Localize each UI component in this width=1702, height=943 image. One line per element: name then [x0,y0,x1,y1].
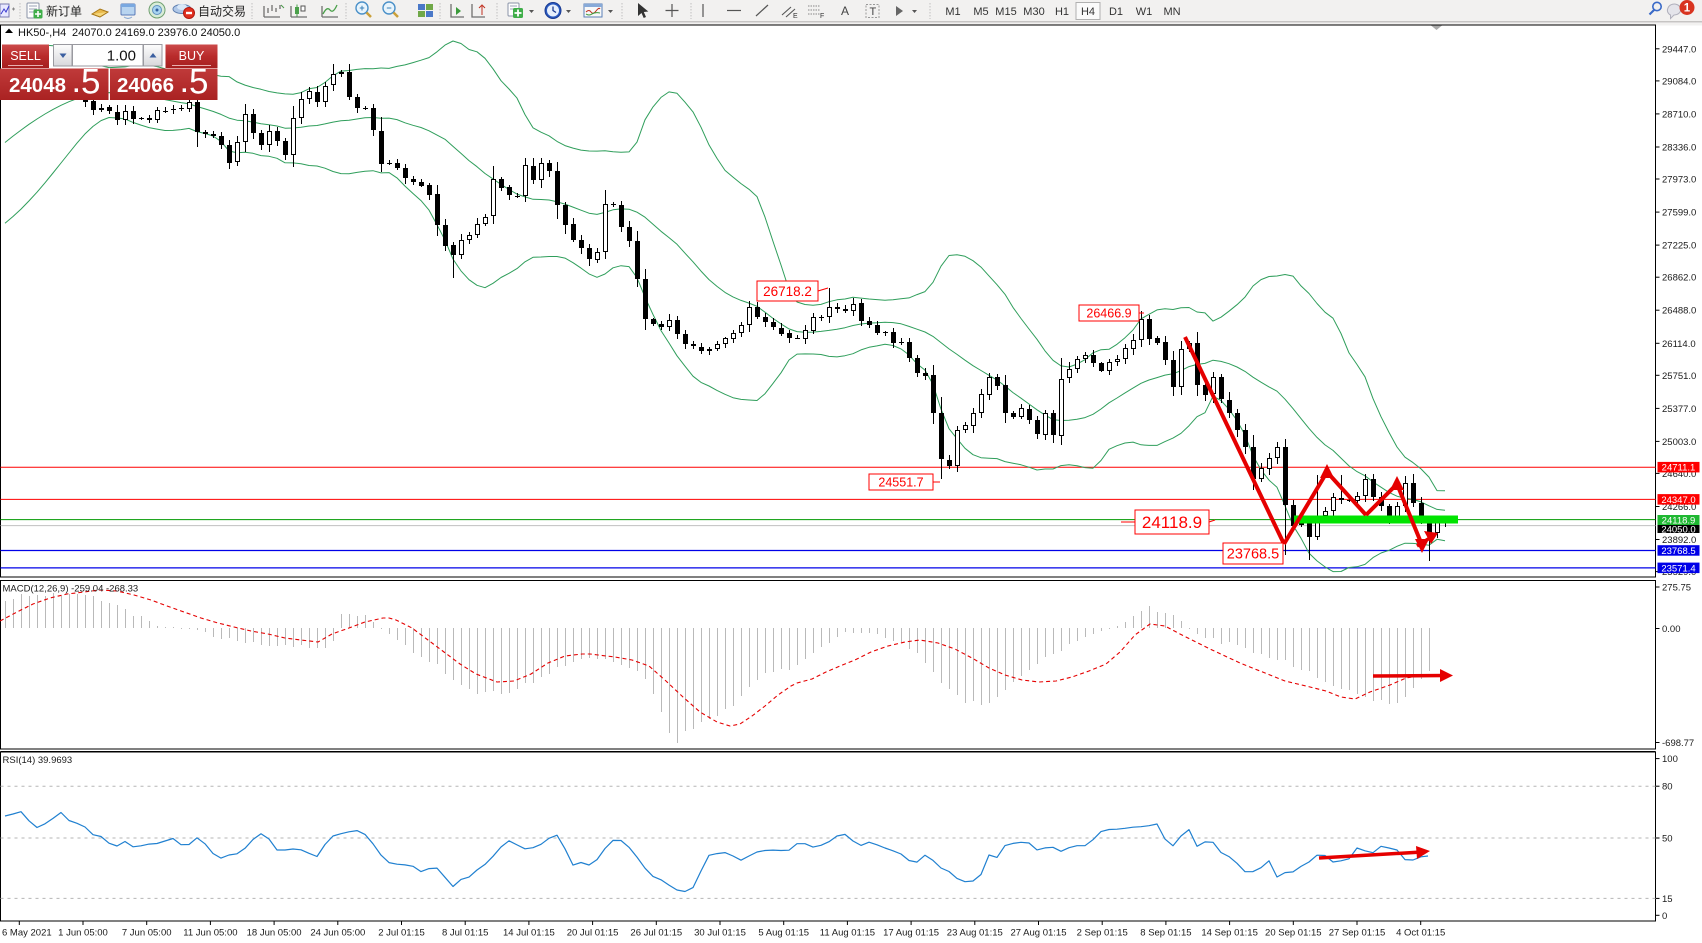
svg-text:28336.0: 28336.0 [1662,143,1696,154]
svg-text:23768.5: 23768.5 [1661,546,1695,557]
svg-text:8 Sep 01:15: 8 Sep 01:15 [1140,928,1191,939]
svg-text:27599.0: 27599.0 [1662,208,1696,219]
svg-text:25377.0: 25377.0 [1662,404,1696,415]
svg-text:11 Aug 01:15: 11 Aug 01:15 [820,928,875,939]
svg-text:14 Sep 01:15: 14 Sep 01:15 [1201,928,1258,939]
svg-text:23 Aug 01:15: 23 Aug 01:15 [947,928,1003,939]
svg-text:T: T [870,6,877,18]
svg-text:23892.0: 23892.0 [1662,535,1696,546]
svg-text:11 Jun 05:00: 11 Jun 05:00 [183,928,237,939]
svg-text:W1: W1 [1136,6,1153,18]
svg-text:15: 15 [1662,894,1673,905]
svg-text:24118.9: 24118.9 [1662,516,1696,527]
svg-text:M30: M30 [1023,6,1044,18]
svg-text:E: E [793,13,798,20]
svg-text:26466.9: 26466.9 [1086,307,1131,321]
svg-text:26718.2: 26718.2 [763,284,812,299]
svg-text:MN: MN [1163,6,1180,18]
svg-text:30 Jul 01:15: 30 Jul 01:15 [694,928,746,939]
svg-text:1.00: 1.00 [107,48,136,65]
svg-text:27 Sep 01:15: 27 Sep 01:15 [1329,928,1386,939]
svg-text:24048: 24048 [9,74,66,97]
svg-text:29447.0: 29447.0 [1662,44,1696,55]
svg-text:H1: H1 [1055,6,1069,18]
svg-text:24347.0: 24347.0 [1661,495,1695,506]
svg-text:新订单: 新订单 [46,4,82,19]
svg-text:26488.0: 26488.0 [1662,306,1696,317]
svg-text:17 Aug 01:15: 17 Aug 01:15 [883,928,939,939]
svg-text:BUY: BUY [179,49,205,63]
svg-text:MACD(12,26,9) -259.04 -268.33: MACD(12,26,9) -259.04 -268.33 [3,584,139,595]
svg-text:-698.77: -698.77 [1662,738,1694,749]
svg-text:24 Jun 05:00: 24 Jun 05:00 [310,928,365,939]
svg-text:5 Aug 01:15: 5 Aug 01:15 [758,928,809,939]
svg-text:25003.0: 25003.0 [1662,437,1696,448]
svg-text:M1: M1 [945,6,960,18]
svg-text:24118.9: 24118.9 [1142,513,1202,532]
svg-text:5: 5 [189,63,208,102]
svg-text:26862.0: 26862.0 [1662,273,1696,284]
svg-text:+: + [359,3,364,13]
svg-text:5: 5 [81,63,100,102]
svg-text:M5: M5 [973,6,988,18]
svg-text:275.75: 275.75 [1662,583,1691,594]
svg-text:24050.0: 24050.0 [1661,524,1695,535]
svg-text:1: 1 [1684,3,1691,15]
svg-text:26 Jul 01:15: 26 Jul 01:15 [630,928,682,939]
svg-text:80: 80 [1662,782,1673,793]
svg-text:25751.0: 25751.0 [1662,371,1696,382]
svg-text:27 Aug 01:15: 27 Aug 01:15 [1011,928,1067,939]
svg-text:SELL: SELL [10,49,41,63]
svg-text:自动交易: 自动交易 [198,4,246,19]
svg-text:20 Sep 01:15: 20 Sep 01:15 [1265,928,1322,939]
svg-text:6 May 2021: 6 May 2021 [2,928,52,939]
svg-text:RSI(14) 39.9693: RSI(14) 39.9693 [3,755,73,766]
svg-text:A: A [841,4,849,18]
svg-text:29084.0: 29084.0 [1662,76,1696,87]
svg-text:−: − [386,3,391,13]
svg-text:14 Jul 01:15: 14 Jul 01:15 [503,928,555,939]
svg-text:0: 0 [1662,911,1667,922]
svg-text:1 Jun 05:00: 1 Jun 05:00 [58,928,108,939]
svg-text:24266.0: 24266.0 [1662,502,1696,513]
svg-text:18 Jun 05:00: 18 Jun 05:00 [247,928,302,939]
svg-text:50: 50 [1662,834,1673,845]
svg-text:.: . [73,71,80,98]
svg-text:24066: 24066 [117,74,174,97]
svg-text:27225.0: 27225.0 [1662,241,1696,252]
svg-text:4 Oct 01:15: 4 Oct 01:15 [1396,928,1445,939]
svg-text:24551.7: 24551.7 [878,476,923,490]
svg-text:20 Jul 01:15: 20 Jul 01:15 [567,928,619,939]
svg-text:F: F [820,13,824,20]
svg-text:23768.5: 23768.5 [1227,547,1279,563]
svg-text:23571.4: 23571.4 [1661,563,1695,574]
svg-text:HK50-,H4: HK50-,H4 [18,27,66,39]
svg-text:2 Jul 01:15: 2 Jul 01:15 [378,928,424,939]
svg-text:D1: D1 [1109,6,1123,18]
svg-text:0.00: 0.00 [1662,624,1681,635]
svg-text:7 Jun 05:00: 7 Jun 05:00 [122,928,172,939]
svg-text:26114.0: 26114.0 [1662,339,1696,350]
svg-text:M15: M15 [995,6,1016,18]
svg-text:28710.0: 28710.0 [1662,109,1696,120]
svg-text:.: . [181,71,188,98]
svg-text:2 Sep 01:15: 2 Sep 01:15 [1077,928,1128,939]
svg-text:24711.1: 24711.1 [1662,463,1696,474]
svg-text:27973.0: 27973.0 [1662,175,1696,186]
svg-text:8 Jul 01:15: 8 Jul 01:15 [442,928,488,939]
svg-text:24640.0: 24640.0 [1662,469,1696,480]
svg-text:24070.0 24169.0 23976.0 24050.: 24070.0 24169.0 23976.0 24050.0 [72,27,240,39]
svg-text:100: 100 [1662,754,1678,765]
svg-text:H4: H4 [1081,6,1095,18]
